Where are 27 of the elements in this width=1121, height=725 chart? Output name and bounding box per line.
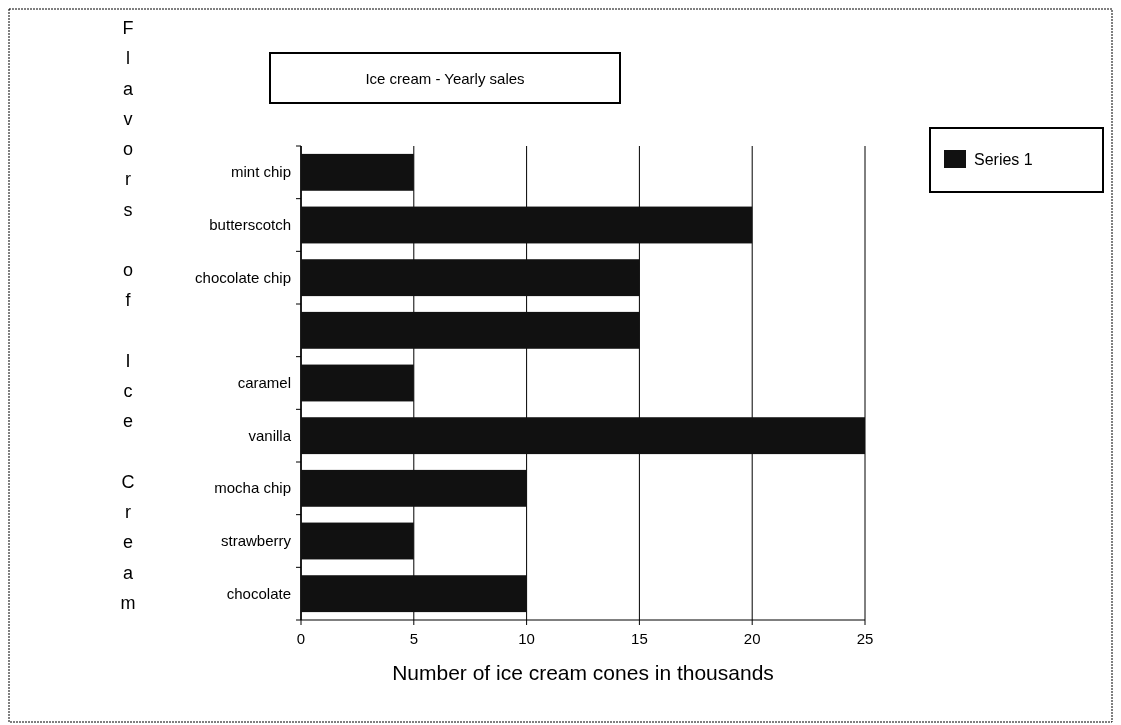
bar xyxy=(301,417,865,455)
y-tick-label: butterscotch xyxy=(209,216,291,233)
bar xyxy=(301,311,640,349)
y-tick-label: chocolate xyxy=(226,584,291,602)
x-tick-label: 20 xyxy=(743,630,761,647)
x-tick-label: 10 xyxy=(518,630,535,647)
y-tick-label: caramel xyxy=(237,374,291,391)
legend-label: Series 1 xyxy=(974,151,1033,168)
chart-title: Ice cream - Yearly sales xyxy=(365,70,525,87)
y-tick-label: strawberry xyxy=(220,532,292,549)
x-tick-label: 0 xyxy=(296,630,306,647)
x-axis-title: Number of ice cream cones in thousands xyxy=(392,661,774,684)
y-tick-label: mocha chip xyxy=(214,479,291,497)
y-tick-label: mint chip xyxy=(230,163,291,181)
bar xyxy=(301,469,527,507)
y-axis-title: Flavors of Ice Cream xyxy=(118,18,138,623)
x-tick-label: 25 xyxy=(856,630,874,647)
y-tick-label: chocolate chip xyxy=(195,268,291,286)
bar xyxy=(301,153,414,191)
bar xyxy=(301,364,414,402)
bar xyxy=(301,522,414,560)
x-tick-label: 5 xyxy=(409,630,418,647)
bar xyxy=(301,206,753,244)
x-tick-label: 15 xyxy=(631,630,648,647)
y-tick-label: vanilla xyxy=(248,426,292,444)
bar xyxy=(301,575,527,613)
bar xyxy=(301,259,640,297)
